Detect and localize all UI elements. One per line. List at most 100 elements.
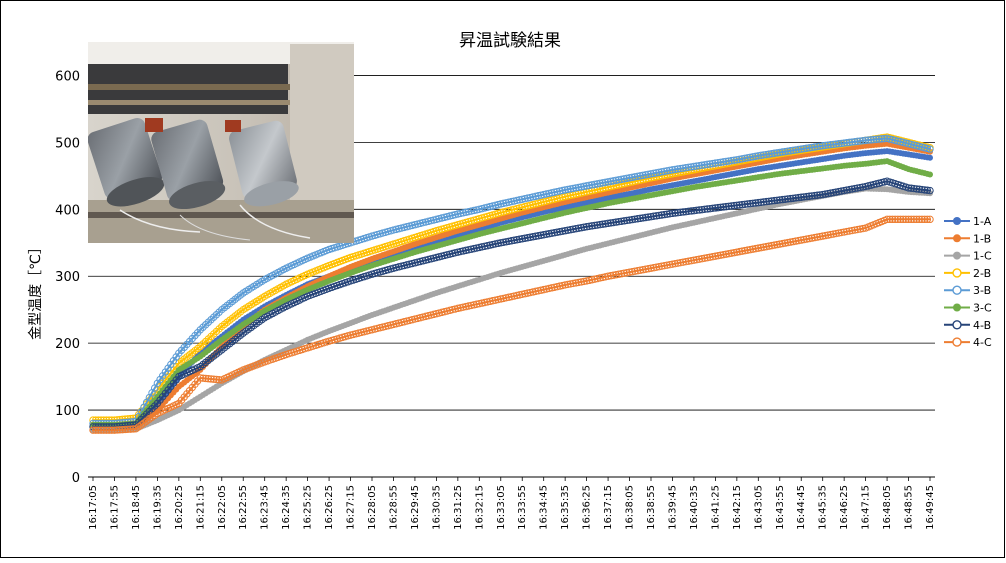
- data-point: [741, 154, 749, 162]
- data-point: [655, 262, 663, 271]
- data-point: [100, 426, 108, 434]
- data-point: [856, 225, 864, 233]
- data-point: [631, 215, 639, 223]
- data-point: [692, 255, 701, 264]
- data-point: [569, 279, 577, 288]
- data-point: [644, 265, 653, 273]
- data-point: [94, 426, 103, 434]
- data-point: [695, 161, 703, 170]
- data-point: [577, 224, 585, 232]
- data-point: [483, 241, 492, 250]
- data-point: [762, 242, 771, 251]
- data-point: [717, 251, 725, 259]
- data-point: [910, 215, 918, 224]
- data-point: [923, 186, 932, 194]
- data-point: [730, 201, 738, 210]
- data-point: [521, 234, 529, 242]
- x-tick-label: 16:48:55: [904, 485, 915, 530]
- data-point: [714, 159, 722, 167]
- data-point: [848, 226, 856, 235]
- data-point: [719, 158, 728, 166]
- data-point: [733, 201, 741, 209]
- data-point: [794, 145, 803, 154]
- data-point: [118, 425, 127, 434]
- data-point: [102, 426, 111, 434]
- data-point: [768, 149, 776, 158]
- legend-label: 1-B: [973, 232, 991, 245]
- data-point: [599, 179, 607, 187]
- data-point: [505, 293, 513, 301]
- data-point: [711, 252, 720, 260]
- data-point: [690, 256, 698, 264]
- data-point: [210, 375, 218, 383]
- legend-item: 4-B: [944, 319, 991, 332]
- data-point: [792, 237, 800, 245]
- data-point: [456, 247, 465, 256]
- data-point: [853, 184, 862, 192]
- data-point: [794, 193, 803, 202]
- data-point: [467, 301, 475, 310]
- data-point: [462, 246, 470, 255]
- data-point: [816, 191, 824, 199]
- legend-label: 2-B: [973, 267, 991, 280]
- data-point: [805, 192, 813, 200]
- data-point: [749, 199, 757, 207]
- data-point: [894, 215, 902, 224]
- data-point: [813, 191, 822, 199]
- data-point: [802, 144, 811, 152]
- data-point: [467, 245, 475, 253]
- data-point: [607, 219, 615, 227]
- data-point: [652, 263, 661, 271]
- data-point: [848, 185, 856, 193]
- data-point: [615, 217, 623, 226]
- data-point: [499, 294, 508, 303]
- data-point: [658, 211, 666, 219]
- x-tick-label: 16:46:25: [839, 485, 850, 530]
- data-point: [513, 236, 521, 244]
- data-point: [709, 204, 717, 213]
- data-point: [633, 172, 642, 181]
- data-point: [733, 248, 741, 256]
- x-tick-label: 16:22:05: [217, 485, 228, 530]
- data-point: [459, 303, 467, 311]
- data-point: [204, 375, 213, 383]
- data-point: [121, 425, 129, 434]
- data-point: [757, 198, 765, 206]
- data-point: [776, 148, 784, 157]
- data-point: [789, 194, 797, 202]
- data-point: [545, 230, 553, 238]
- data-point: [207, 375, 215, 383]
- data-point: [878, 135, 886, 143]
- data-point: [886, 215, 894, 224]
- x-tick-label: 16:39:45: [667, 485, 678, 530]
- data-point: [542, 230, 551, 238]
- data-point: [926, 145, 934, 153]
- data-point: [590, 180, 599, 189]
- data-point: [912, 215, 921, 224]
- data-point: [821, 141, 830, 150]
- data-point: [604, 272, 612, 280]
- data-point: [851, 184, 859, 193]
- chart-title: 昇温試験結果: [459, 31, 561, 51]
- data-point: [649, 212, 658, 220]
- data-point: [617, 175, 626, 184]
- data-point: [883, 215, 891, 224]
- data-point: [558, 227, 567, 235]
- data-point: [502, 238, 510, 246]
- data-point: [848, 138, 856, 146]
- legend-item: 1-C: [944, 250, 992, 263]
- data-point: [633, 215, 642, 223]
- data-point: [816, 142, 824, 150]
- legend-item: 2-B: [944, 267, 991, 280]
- data-point: [832, 188, 840, 196]
- data-point: [531, 232, 540, 240]
- series-layer: [89, 133, 934, 434]
- data-point: [590, 221, 599, 230]
- data-point: [641, 171, 650, 179]
- data-point: [797, 236, 805, 244]
- x-tick-label: 16:34:45: [539, 485, 550, 530]
- data-point: [668, 209, 677, 218]
- data-point: [789, 146, 797, 155]
- data-point: [797, 193, 805, 201]
- data-point: [515, 196, 524, 204]
